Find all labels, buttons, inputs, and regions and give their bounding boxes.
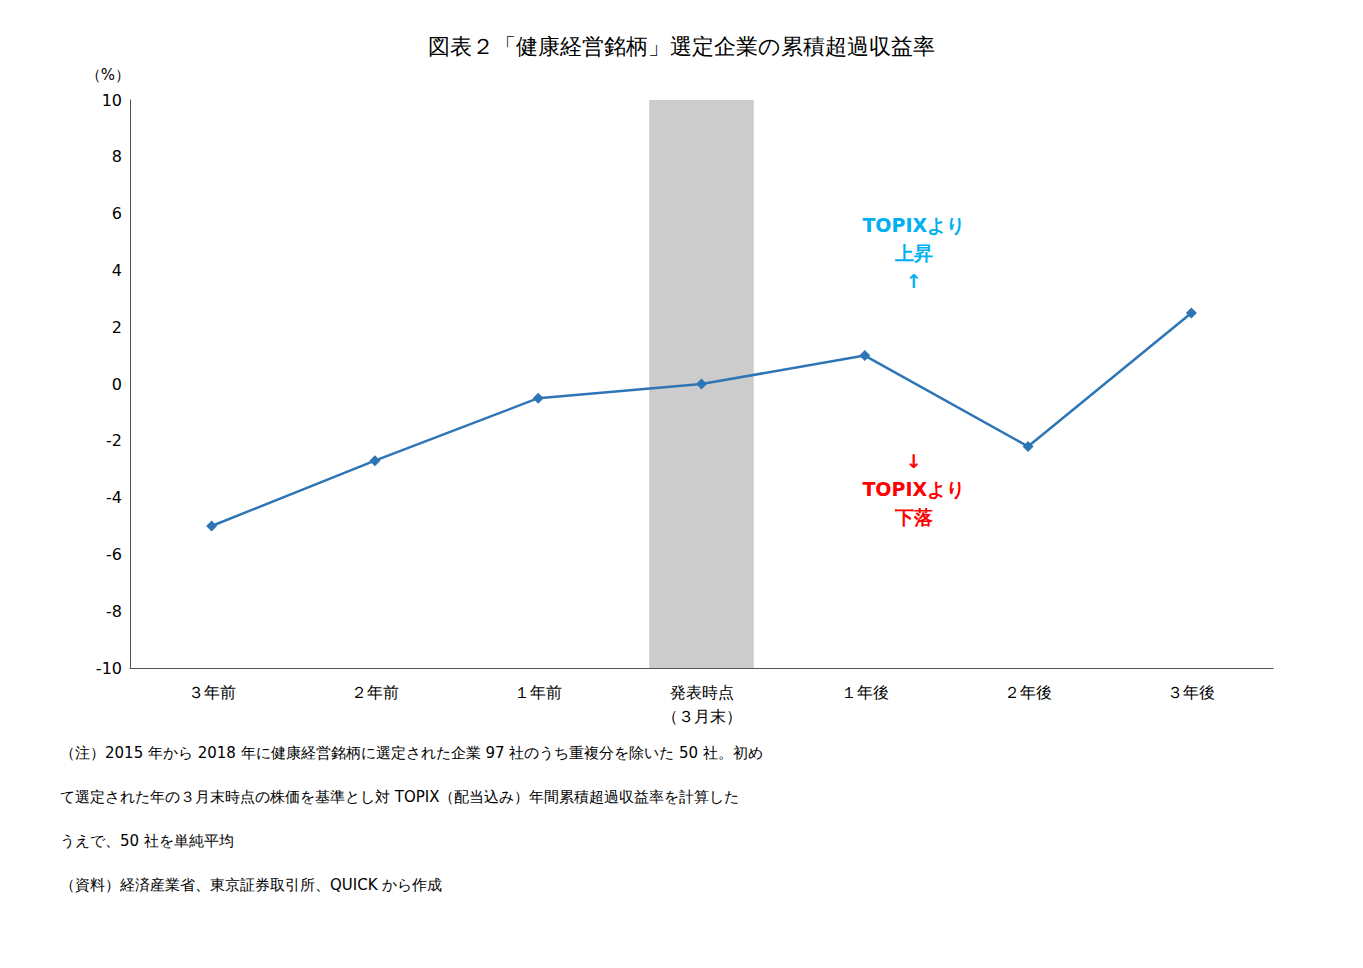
svg-text:-8: -8	[106, 602, 122, 621]
svg-text:4: 4	[112, 261, 122, 280]
svg-text:2: 2	[112, 318, 122, 337]
svg-text:8: 8	[112, 147, 122, 166]
svg-text:３年後: ３年後	[1167, 683, 1215, 702]
svg-text:-2: -2	[106, 431, 122, 450]
svg-text:（注）2015 年から 2018 年に健康経営銘柄に選定され: （注）2015 年から 2018 年に健康経営銘柄に選定された企業 97 社のう…	[60, 744, 763, 762]
svg-text:発表時点: 発表時点	[670, 683, 734, 702]
svg-text:（%）: （%）	[86, 66, 130, 84]
svg-text:TOPIXより: TOPIXより	[862, 478, 965, 500]
svg-text:１年前: １年前	[514, 683, 562, 702]
svg-text:て選定された年の３月末時点の株価を基準とし対 TOPIX（配: て選定された年の３月末時点の株価を基準とし対 TOPIX（配当込み）年間累積超過…	[60, 788, 739, 806]
svg-text:-10: -10	[96, 659, 122, 678]
svg-text:-4: -4	[106, 488, 122, 507]
svg-text:うえで、50 社を単純平均: うえで、50 社を単純平均	[60, 832, 234, 850]
svg-text:３年前: ３年前	[188, 683, 236, 702]
svg-text:２年前: ２年前	[351, 683, 399, 702]
svg-text:１年後: １年後	[841, 683, 889, 702]
svg-text:上昇: 上昇	[894, 242, 933, 264]
svg-text:↑: ↑	[906, 270, 922, 292]
svg-text:↓: ↓	[906, 450, 922, 472]
svg-text:0: 0	[112, 375, 122, 394]
svg-text:２年後: ２年後	[1004, 683, 1052, 702]
svg-text:6: 6	[112, 204, 122, 223]
svg-text:-6: -6	[106, 545, 122, 564]
svg-text:10: 10	[102, 91, 122, 110]
svg-text:図表２「健康経営銘柄」選定企業の累積超過収益率: 図表２「健康経営銘柄」選定企業の累積超過収益率	[428, 34, 935, 59]
svg-text:下落: 下落	[894, 506, 933, 528]
svg-text:（３月末）: （３月末）	[662, 707, 742, 726]
svg-text:TOPIXより: TOPIXより	[862, 214, 965, 236]
svg-text:（資料）経済産業省、東京証券取引所、QUICK から作成: （資料）経済産業省、東京証券取引所、QUICK から作成	[60, 876, 442, 894]
